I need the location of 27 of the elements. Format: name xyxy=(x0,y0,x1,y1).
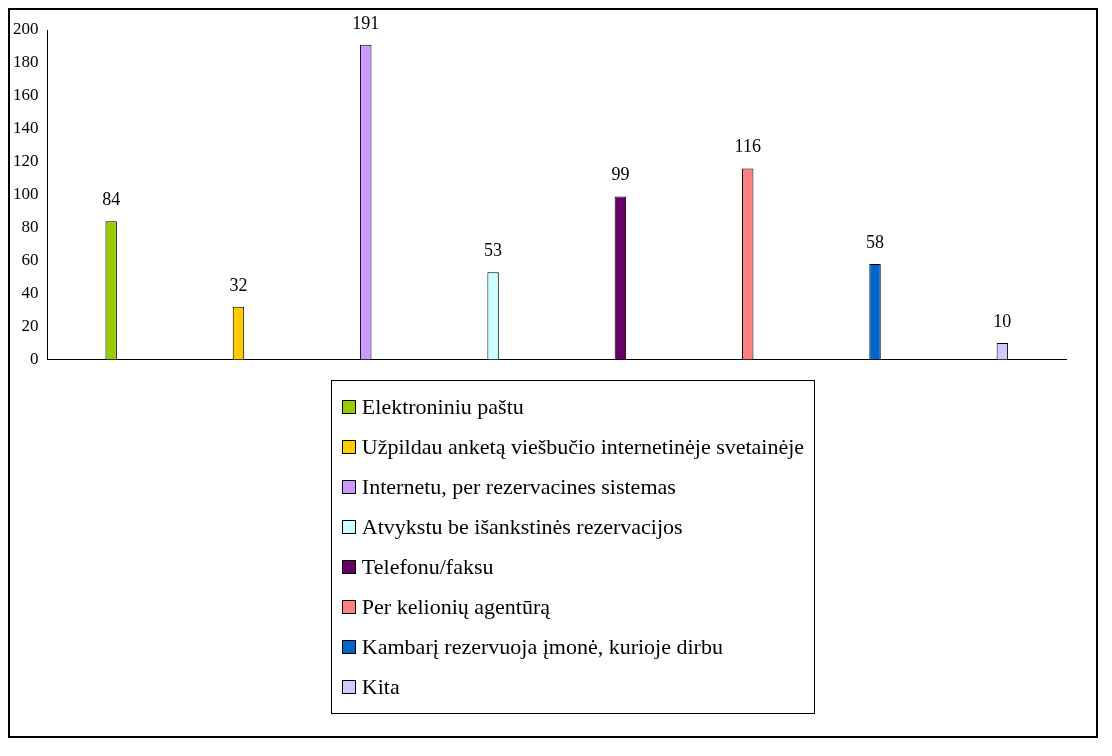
y-tick-label: 40 xyxy=(21,283,39,303)
data-label: 84 xyxy=(102,188,121,209)
legend-label: Atvykstu be išankstinės rezervacijos xyxy=(361,513,683,541)
y-tick-label: 160 xyxy=(13,85,39,105)
data-label: 58 xyxy=(866,231,885,252)
data-label: 32 xyxy=(229,274,248,295)
data-label: 99 xyxy=(611,164,630,185)
y-tick-label: 140 xyxy=(13,118,39,138)
data-label: 191 xyxy=(352,12,380,33)
y-tick-label: 180 xyxy=(13,52,39,72)
legend-label: Kambarį rezervuoja įmonė, kurioje dirbu xyxy=(361,633,723,661)
legend-label: Per kelionių agentūrą xyxy=(361,593,551,621)
legend-label: Užpildau anketą viešbučio internetinėje svetainėje xyxy=(361,433,805,461)
legend-label: Elektroniniu paštu xyxy=(361,393,524,421)
data-label: 53 xyxy=(484,239,503,260)
legend-label: Internetu, per rezervacines sistemas xyxy=(361,473,676,501)
legend-label: Telefonu/faksu xyxy=(361,553,494,581)
data-label: 10 xyxy=(993,310,1012,331)
y-tick-label: 60 xyxy=(21,250,39,270)
y-tick-label: 80 xyxy=(21,217,39,237)
legend-label: Kita xyxy=(361,673,400,701)
y-tick-label: 100 xyxy=(13,184,39,204)
y-tick-label: 0 xyxy=(30,349,39,369)
data-label: 116 xyxy=(734,136,761,157)
y-tick-label: 200 xyxy=(13,19,39,39)
y-tick-label: 120 xyxy=(13,151,39,171)
y-tick-label: 20 xyxy=(21,316,39,336)
